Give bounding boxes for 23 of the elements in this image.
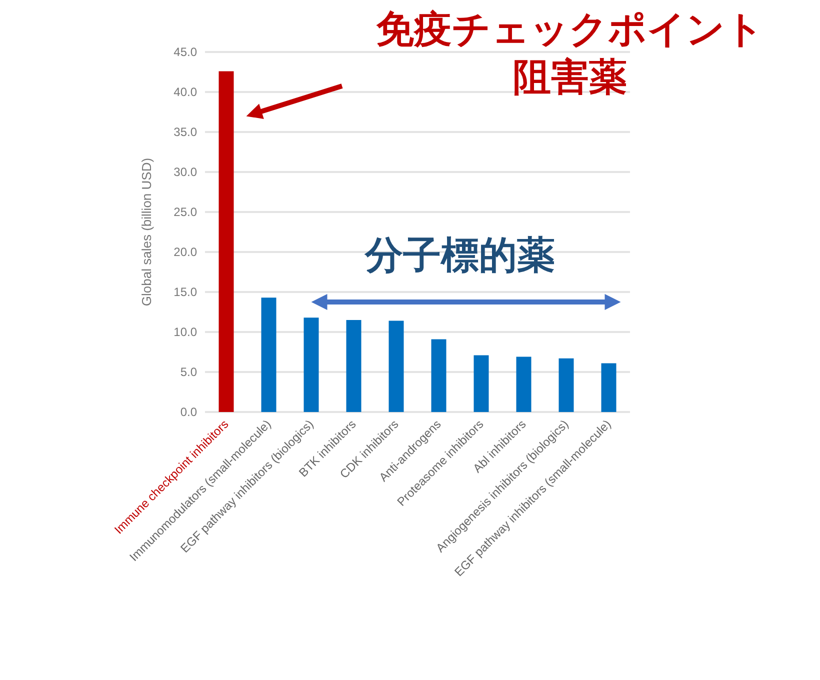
y-tick-label: 0.0 — [180, 405, 198, 419]
bar — [304, 318, 319, 412]
y-axis-title: Global sales (billion USD) — [139, 158, 154, 306]
bar — [558, 358, 574, 412]
bar — [388, 320, 404, 412]
annotation: 免疫チェックポイント阻害薬 — [375, 6, 765, 100]
annotation: 分子標的薬 — [364, 232, 556, 279]
y-tick-label: 45.0 — [174, 45, 198, 59]
bar — [431, 339, 446, 412]
y-tick-label: 25.0 — [174, 205, 198, 219]
bar — [346, 320, 362, 412]
bar — [261, 298, 276, 412]
y-tick-label: 15.0 — [174, 285, 198, 299]
y-tick-label: 20.0 — [174, 245, 198, 259]
bar — [218, 71, 234, 412]
bar — [516, 356, 532, 412]
y-tick-label: 35.0 — [174, 125, 198, 139]
y-tick-label: 40.0 — [174, 85, 198, 99]
y-tick-label: 30.0 — [174, 165, 198, 179]
y-tick-label: 10.0 — [174, 325, 198, 339]
bar — [474, 355, 489, 412]
bar — [601, 363, 616, 412]
y-tick-label: 5.0 — [180, 365, 198, 379]
